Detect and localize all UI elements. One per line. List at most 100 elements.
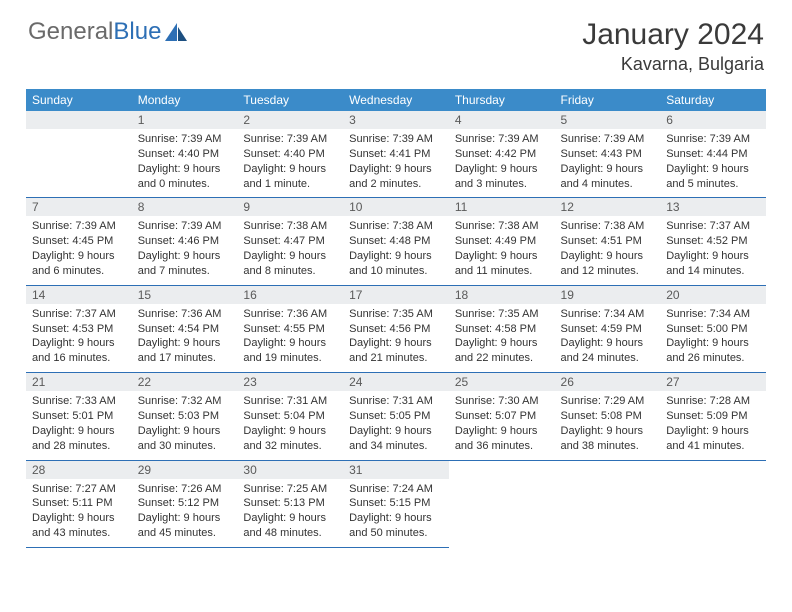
sunrise-text: Sunrise: 7:37 AM	[32, 307, 126, 322]
day-data-cell: Sunrise: 7:39 AMSunset: 4:40 PMDaylight:…	[132, 129, 238, 198]
sunset-text: Sunset: 4:51 PM	[561, 234, 655, 249]
daylight-text-2: and 30 minutes.	[138, 439, 232, 454]
daylight-text-2: and 10 minutes.	[349, 264, 443, 279]
day-data-cell	[555, 479, 661, 548]
daylight-text-2: and 28 minutes.	[32, 439, 126, 454]
calendar-table: Sunday Monday Tuesday Wednesday Thursday…	[26, 89, 766, 548]
day-data-cell: Sunrise: 7:37 AMSunset: 4:53 PMDaylight:…	[26, 304, 132, 373]
day-number-cell: 25	[449, 373, 555, 392]
daylight-text-2: and 5 minutes.	[666, 177, 760, 192]
week-data-row: Sunrise: 7:39 AMSunset: 4:45 PMDaylight:…	[26, 216, 766, 285]
day-data-cell: Sunrise: 7:28 AMSunset: 5:09 PMDaylight:…	[660, 391, 766, 460]
daylight-text-1: Daylight: 9 hours	[138, 424, 232, 439]
sunrise-text: Sunrise: 7:39 AM	[243, 132, 337, 147]
sunset-text: Sunset: 4:47 PM	[243, 234, 337, 249]
day-data-cell: Sunrise: 7:29 AMSunset: 5:08 PMDaylight:…	[555, 391, 661, 460]
day-number-cell	[660, 460, 766, 479]
sunrise-text: Sunrise: 7:26 AM	[138, 482, 232, 497]
week-data-row: Sunrise: 7:33 AMSunset: 5:01 PMDaylight:…	[26, 391, 766, 460]
daylight-text-1: Daylight: 9 hours	[243, 424, 337, 439]
day-number-cell: 30	[237, 460, 343, 479]
daylight-text-1: Daylight: 9 hours	[138, 336, 232, 351]
daylight-text-2: and 24 minutes.	[561, 351, 655, 366]
sunset-text: Sunset: 4:48 PM	[349, 234, 443, 249]
daylight-text-2: and 17 minutes.	[138, 351, 232, 366]
day-data-cell: Sunrise: 7:35 AMSunset: 4:56 PMDaylight:…	[343, 304, 449, 373]
dh-sun: Sunday	[26, 89, 132, 111]
sunrise-text: Sunrise: 7:34 AM	[666, 307, 760, 322]
day-number-cell: 2	[237, 111, 343, 129]
daylight-text-1: Daylight: 9 hours	[243, 511, 337, 526]
sunset-text: Sunset: 5:09 PM	[666, 409, 760, 424]
daylight-text-2: and 21 minutes.	[349, 351, 443, 366]
day-number-cell: 10	[343, 198, 449, 217]
day-data-cell: Sunrise: 7:33 AMSunset: 5:01 PMDaylight:…	[26, 391, 132, 460]
daylight-text-2: and 19 minutes.	[243, 351, 337, 366]
dh-thu: Thursday	[449, 89, 555, 111]
sunrise-text: Sunrise: 7:38 AM	[243, 219, 337, 234]
sunrise-text: Sunrise: 7:24 AM	[349, 482, 443, 497]
day-number-cell: 6	[660, 111, 766, 129]
dh-tue: Tuesday	[237, 89, 343, 111]
day-data-cell: Sunrise: 7:39 AMSunset: 4:42 PMDaylight:…	[449, 129, 555, 198]
sunset-text: Sunset: 4:56 PM	[349, 322, 443, 337]
sunrise-text: Sunrise: 7:30 AM	[455, 394, 549, 409]
day-data-cell: Sunrise: 7:38 AMSunset: 4:49 PMDaylight:…	[449, 216, 555, 285]
sunrise-text: Sunrise: 7:36 AM	[243, 307, 337, 322]
daylight-text-2: and 41 minutes.	[666, 439, 760, 454]
sunrise-text: Sunrise: 7:36 AM	[138, 307, 232, 322]
day-data-cell: Sunrise: 7:27 AMSunset: 5:11 PMDaylight:…	[26, 479, 132, 548]
daylight-text-1: Daylight: 9 hours	[455, 162, 549, 177]
sunset-text: Sunset: 5:05 PM	[349, 409, 443, 424]
day-data-cell: Sunrise: 7:26 AMSunset: 5:12 PMDaylight:…	[132, 479, 238, 548]
week-data-row: Sunrise: 7:27 AMSunset: 5:11 PMDaylight:…	[26, 479, 766, 548]
week-daynum-row: 21222324252627	[26, 373, 766, 392]
sunset-text: Sunset: 4:54 PM	[138, 322, 232, 337]
daylight-text-2: and 22 minutes.	[455, 351, 549, 366]
day-data-cell: Sunrise: 7:25 AMSunset: 5:13 PMDaylight:…	[237, 479, 343, 548]
day-number-cell: 13	[660, 198, 766, 217]
daylight-text-1: Daylight: 9 hours	[561, 424, 655, 439]
day-data-cell: Sunrise: 7:39 AMSunset: 4:43 PMDaylight:…	[555, 129, 661, 198]
daylight-text-2: and 6 minutes.	[32, 264, 126, 279]
day-data-cell: Sunrise: 7:30 AMSunset: 5:07 PMDaylight:…	[449, 391, 555, 460]
day-data-cell	[26, 129, 132, 198]
day-data-cell: Sunrise: 7:39 AMSunset: 4:46 PMDaylight:…	[132, 216, 238, 285]
dh-wed: Wednesday	[343, 89, 449, 111]
sunrise-text: Sunrise: 7:31 AM	[243, 394, 337, 409]
sunset-text: Sunset: 4:52 PM	[666, 234, 760, 249]
week-data-row: Sunrise: 7:39 AMSunset: 4:40 PMDaylight:…	[26, 129, 766, 198]
day-number-cell	[449, 460, 555, 479]
sunrise-text: Sunrise: 7:25 AM	[243, 482, 337, 497]
week-data-row: Sunrise: 7:37 AMSunset: 4:53 PMDaylight:…	[26, 304, 766, 373]
sunset-text: Sunset: 4:40 PM	[243, 147, 337, 162]
week-daynum-row: 28293031	[26, 460, 766, 479]
daylight-text-1: Daylight: 9 hours	[666, 424, 760, 439]
sunset-text: Sunset: 5:00 PM	[666, 322, 760, 337]
day-number-cell: 1	[132, 111, 238, 129]
daylight-text-1: Daylight: 9 hours	[349, 162, 443, 177]
day-number-cell: 26	[555, 373, 661, 392]
dh-fri: Friday	[555, 89, 661, 111]
sunrise-text: Sunrise: 7:39 AM	[138, 219, 232, 234]
day-number-cell: 12	[555, 198, 661, 217]
daylight-text-1: Daylight: 9 hours	[243, 249, 337, 264]
day-number-cell: 15	[132, 285, 238, 304]
daylight-text-2: and 43 minutes.	[32, 526, 126, 541]
daylight-text-1: Daylight: 9 hours	[32, 336, 126, 351]
daylight-text-1: Daylight: 9 hours	[561, 249, 655, 264]
sunset-text: Sunset: 4:58 PM	[455, 322, 549, 337]
daylight-text-1: Daylight: 9 hours	[32, 511, 126, 526]
day-number-cell: 17	[343, 285, 449, 304]
day-number-cell: 3	[343, 111, 449, 129]
sunrise-text: Sunrise: 7:33 AM	[32, 394, 126, 409]
daylight-text-2: and 34 minutes.	[349, 439, 443, 454]
day-data-cell: Sunrise: 7:39 AMSunset: 4:45 PMDaylight:…	[26, 216, 132, 285]
title-block: January 2024 Kavarna, Bulgaria	[582, 18, 764, 75]
daylight-text-2: and 50 minutes.	[349, 526, 443, 541]
day-data-cell: Sunrise: 7:39 AMSunset: 4:40 PMDaylight:…	[237, 129, 343, 198]
day-data-cell: Sunrise: 7:32 AMSunset: 5:03 PMDaylight:…	[132, 391, 238, 460]
day-data-cell: Sunrise: 7:31 AMSunset: 5:05 PMDaylight:…	[343, 391, 449, 460]
day-number-cell: 5	[555, 111, 661, 129]
sunrise-text: Sunrise: 7:39 AM	[138, 132, 232, 147]
